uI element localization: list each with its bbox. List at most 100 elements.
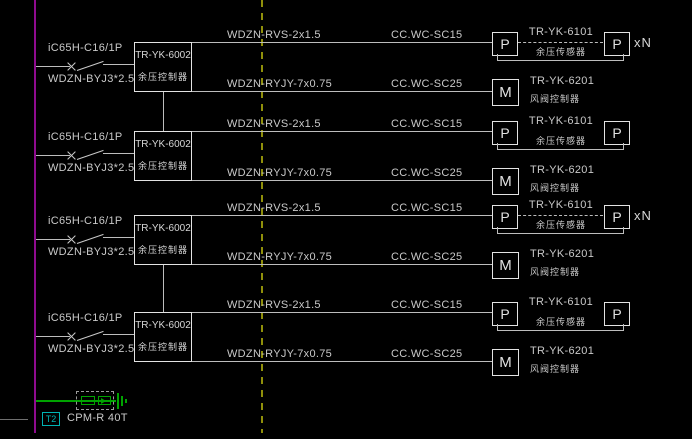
valve-conduit-label: CC.WC-SC25: [391, 167, 463, 179]
breaker-blade-icon: [76, 149, 104, 160]
pressure-sensor-box: P: [492, 302, 518, 326]
wire-segment: [36, 155, 70, 156]
breaker-label: iC65H-C16/1P: [48, 312, 123, 324]
controller-model-label: TR-YK-6002: [135, 139, 191, 150]
wire-segment: [36, 336, 70, 337]
pressure-sensor-box: P: [492, 121, 518, 145]
sensor-symbol: P: [612, 125, 622, 141]
terminator-bar-icon: [125, 399, 127, 403]
sensor-model-label: TR-YK-6101: [528, 115, 594, 127]
valve-wire: [192, 91, 492, 92]
sensor-symbol: P: [500, 306, 510, 322]
cpm-device-label: CPM-R 40T: [67, 412, 128, 424]
controller-name-label: 余压控制器: [138, 161, 189, 171]
terminator-bar-icon: [117, 393, 119, 409]
cpm-arrow-icon: [101, 398, 106, 404]
sensor-symbol: P: [612, 209, 622, 225]
valve-model-label: TR-YK-6201: [530, 75, 595, 87]
pressure-sensor-box: P: [604, 302, 630, 326]
sensor-name-label: 余压传感器: [535, 136, 586, 146]
breaker-blade-icon: [76, 233, 104, 244]
sensor-model-label: TR-YK-6101: [528, 296, 594, 308]
circuit-group-4: iC65H-C16/1P WDZN-BYJ3*2.5 TR-YK-6002 余压…: [0, 270, 692, 376]
controller-link-line: [163, 265, 164, 312]
sensor-cable-label: WDZN-RVS-2x1.5: [227, 29, 321, 41]
valve-wire: [192, 361, 492, 362]
sensor-conduit-label: CC.WC-SC15: [391, 29, 463, 41]
multiplier-label: xN: [634, 208, 652, 223]
pressure-sensor-box: P: [604, 121, 630, 145]
breaker-blade-icon: [76, 60, 104, 71]
cpm-device-outline: [76, 391, 114, 410]
breaker-contact-icon: [66, 61, 77, 72]
sensor-conduit-label: CC.WC-SC15: [391, 202, 463, 214]
sensor-cable-label: WDZN-RVS-2x1.5: [227, 299, 321, 311]
sensor-name-label: 余压传感器: [535, 317, 586, 327]
wire-segment: [103, 64, 134, 65]
valve-actuator-box: M: [492, 349, 519, 376]
wire-segment: [36, 239, 70, 240]
sensor-conduit-label: CC.WC-SC15: [391, 118, 463, 130]
breaker-label: iC65H-C16/1P: [48, 42, 123, 54]
sensor-wire: [192, 312, 492, 313]
wire-segment: [103, 153, 134, 154]
zone-divider-dashed-line: [261, 0, 263, 433]
valve-name-label: 风阀控制器: [530, 364, 581, 374]
valve-cable-label: WDZN-RYJY-7x0.75: [227, 78, 333, 90]
controller-name-label: 余压控制器: [138, 245, 189, 255]
cpm-element-icon: [98, 396, 111, 405]
pressure-sensor-box: P: [604, 32, 630, 56]
controller-model-label: TR-YK-6002: [135, 50, 191, 61]
controller-box: TR-YK-6002 余压控制器: [134, 131, 192, 181]
valve-conduit-label: CC.WC-SC25: [391, 348, 463, 360]
cpm-element-icon: [81, 396, 95, 405]
feeder-cable-label: WDZN-BYJ3*2.5: [48, 162, 135, 174]
controller-box: TR-YK-6002 余压控制器: [134, 215, 192, 265]
breaker-contact-icon: [66, 150, 77, 161]
controller-name-label: 余压控制器: [138, 342, 189, 352]
valve-wire: [192, 180, 492, 181]
valve-conduit-label: CC.WC-SC25: [391, 78, 463, 90]
sensor-symbol: P: [500, 36, 510, 52]
valve-symbol: M: [499, 84, 512, 101]
sensor-model-label: TR-YK-6101: [528, 199, 594, 211]
breaker-label: iC65H-C16/1P: [48, 131, 123, 143]
controller-model-label: TR-YK-6002: [135, 223, 191, 234]
controller-model-label: TR-YK-6002: [135, 320, 191, 331]
sensor-name-label: 余压传感器: [535, 220, 586, 230]
valve-conduit-label: CC.WC-SC25: [391, 251, 463, 263]
valve-name-label: 风阀控制器: [530, 94, 581, 104]
wire-segment: [103, 334, 134, 335]
valve-cable-label: WDZN-RYJY-7x0.75: [227, 348, 333, 360]
controller-box: TR-YK-6002 余压控制器: [134, 42, 192, 92]
sensor-cable-label: WDZN-RVS-2x1.5: [227, 118, 321, 130]
sensor-symbol: P: [500, 125, 510, 141]
valve-cable-label: WDZN-RYJY-7x0.75: [227, 167, 333, 179]
circuit-group-3: iC65H-C16/1P WDZN-BYJ3*2.5 TR-YK-6002 余压…: [0, 173, 692, 279]
sensor-loop-bracket: [497, 227, 624, 234]
valve-symbol: M: [499, 257, 512, 274]
valve-actuator-box: M: [492, 168, 519, 195]
breaker-contact-icon: [66, 234, 77, 245]
valve-name-label: 风阀控制器: [530, 183, 581, 193]
valve-symbol: M: [499, 173, 512, 190]
frame-edge-line: [0, 419, 28, 420]
sensor-conduit-label: CC.WC-SC15: [391, 299, 463, 311]
feeder-cable-label: WDZN-BYJ3*2.5: [48, 343, 135, 355]
wire-segment: [103, 237, 134, 238]
sensor-loop-bracket: [497, 54, 624, 61]
valve-model-label: TR-YK-6201: [530, 345, 595, 357]
valve-model-label: TR-YK-6201: [530, 164, 595, 176]
sensor-wire: [192, 215, 492, 216]
pressure-sensor-box: P: [492, 32, 518, 56]
sensor-loop-bracket: [497, 324, 624, 331]
valve-cable-label: WDZN-RYJY-7x0.75: [227, 251, 333, 263]
valve-symbol: M: [499, 354, 512, 371]
terminator-bar-icon: [121, 396, 123, 406]
sensor-wire: [192, 131, 492, 132]
dashed-link-line: [518, 42, 603, 43]
sensor-name-label: 余压传感器: [535, 47, 586, 57]
breaker-blade-icon: [76, 330, 104, 341]
breaker-contact-icon: [66, 331, 77, 342]
